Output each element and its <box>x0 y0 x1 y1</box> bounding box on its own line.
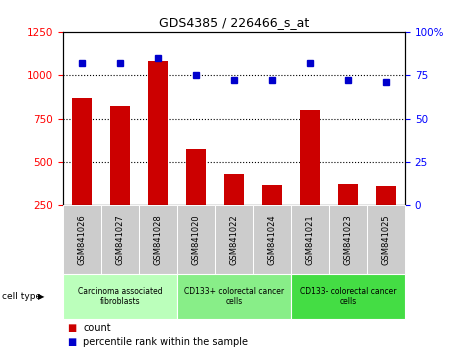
Text: GSM841020: GSM841020 <box>192 215 201 265</box>
Bar <box>376 186 396 249</box>
Bar <box>224 174 244 249</box>
Text: ▶: ▶ <box>38 292 45 301</box>
Text: percentile rank within the sample: percentile rank within the sample <box>83 337 248 347</box>
Text: GSM841022: GSM841022 <box>230 215 238 265</box>
Text: GSM841024: GSM841024 <box>267 215 276 265</box>
Text: GSM841023: GSM841023 <box>343 215 352 265</box>
Text: CD133- colorectal cancer
cells: CD133- colorectal cancer cells <box>300 287 396 306</box>
Text: CD133+ colorectal cancer
cells: CD133+ colorectal cancer cells <box>184 287 284 306</box>
Text: count: count <box>83 322 111 332</box>
Text: ■: ■ <box>68 337 77 347</box>
Bar <box>109 107 130 249</box>
Text: GSM841027: GSM841027 <box>116 215 125 265</box>
Text: GSM841028: GSM841028 <box>153 215 162 265</box>
Title: GDS4385 / 226466_s_at: GDS4385 / 226466_s_at <box>159 16 309 29</box>
Text: GSM841021: GSM841021 <box>306 215 315 265</box>
Bar <box>185 149 207 249</box>
Text: cell type: cell type <box>2 292 41 301</box>
Bar <box>72 98 92 249</box>
Text: GSM841026: GSM841026 <box>77 215 86 265</box>
Text: ■: ■ <box>68 322 77 332</box>
Bar <box>300 110 320 249</box>
Bar <box>261 184 283 249</box>
Bar <box>338 184 359 249</box>
Text: Carcinoma associated
fibroblasts: Carcinoma associated fibroblasts <box>78 287 162 306</box>
Bar <box>148 61 168 249</box>
Text: GSM841025: GSM841025 <box>382 215 391 265</box>
